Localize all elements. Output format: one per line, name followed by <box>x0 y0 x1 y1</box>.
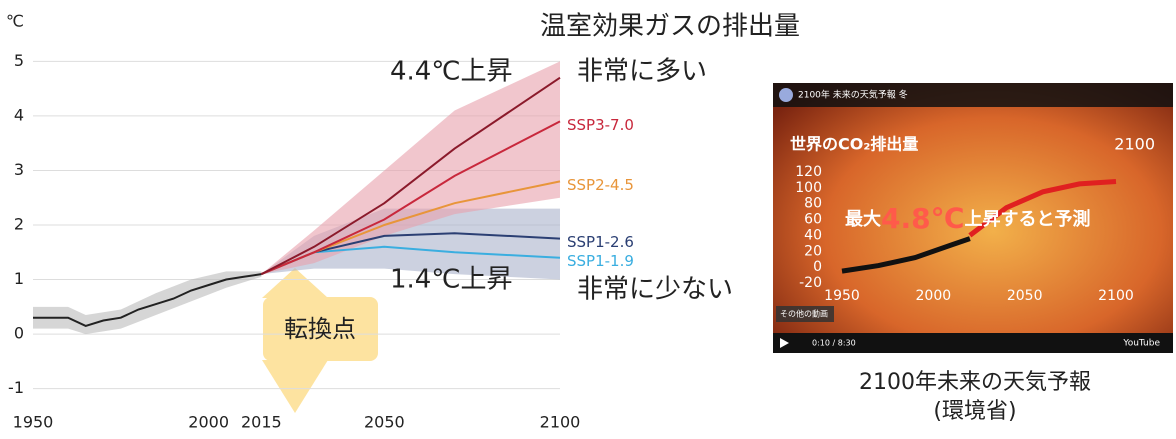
charts: -1 0 1 2 3 4 5 1950 2000 2015 2050 2100 SSP1-1.9SSP1… <box>6 12 1160 432</box>
channel-icon <box>779 88 793 102</box>
x-tick-label: 2100 <box>1098 288 1134 304</box>
annotation: 非常に多い <box>577 57 707 87</box>
x-tick-label: 1950 <box>824 288 860 304</box>
annotation-part: 4.8℃ <box>881 202 965 235</box>
series-line <box>968 179 1117 238</box>
video-controls <box>773 333 1173 353</box>
series-line <box>260 76 561 275</box>
annotation-part: 最大 <box>845 208 881 230</box>
uncertainty-band <box>261 61 560 275</box>
x-tick-label: 2050 <box>1007 288 1043 304</box>
x-tick-label: 2000 <box>188 413 229 432</box>
video-time: 0:10 / 8:30 <box>812 339 856 348</box>
x-tick-label: 2050 <box>364 413 405 432</box>
video-title: 2100年 未来の天気予報 冬 <box>798 89 908 101</box>
y-tick-label: 20 <box>804 243 822 259</box>
y-unit: ℃ <box>6 12 24 31</box>
series-line <box>841 236 971 274</box>
uncertainty-band <box>261 208 560 280</box>
y-tick-label: -1 <box>8 378 24 397</box>
arrow-down <box>262 360 328 413</box>
series-line <box>261 120 561 276</box>
y-tick-label: 3 <box>14 160 24 179</box>
y-tick-label: 2 <box>14 215 24 234</box>
series-label: SSP3-7.0 <box>567 116 634 134</box>
annotation: 非常に少ない <box>577 275 733 305</box>
series-label: SSP1-2.6 <box>567 233 634 251</box>
video-frame <box>773 83 1173 353</box>
x-tick-label: 1950 <box>13 413 54 432</box>
arrow-up <box>262 268 328 298</box>
video-year: 2100 <box>1114 135 1155 154</box>
annotation: 温室効果ガスの排出量 <box>540 12 800 42</box>
annotation-part: 上昇すると予測 <box>965 208 1091 230</box>
y-tick-label: 120 <box>795 164 822 180</box>
video-chart-title: 世界のCO₂排出量 <box>790 135 918 154</box>
x-tick-label: 2000 <box>916 288 952 304</box>
y-tick-label: 40 <box>804 227 822 243</box>
caption: 2100年未来の天気予報 <box>859 370 1091 395</box>
y-tick-label: 80 <box>804 196 822 212</box>
annotation: 1.4℃上昇 <box>390 265 513 295</box>
play-button[interactable] <box>780 338 789 348</box>
uncertainty-band <box>33 271 262 335</box>
y-tick-label: -20 <box>799 275 822 291</box>
more-videos-button[interactable] <box>776 306 834 322</box>
turning-box <box>263 297 378 361</box>
y-tick-label: 60 <box>804 212 822 228</box>
x-tick-label: 2100 <box>540 413 581 432</box>
video-annotation: 最大4.8℃上昇すると予測 <box>845 202 1091 235</box>
video-button-label[interactable]: その他の動画 <box>780 309 828 319</box>
y-tick-label: 100 <box>795 180 822 196</box>
annotation: 転換点 <box>284 315 356 343</box>
video-logo: YouTube <box>1122 339 1160 349</box>
series-line <box>33 273 262 327</box>
y-tick-label: 0 <box>14 324 24 343</box>
series-label: SSP2-4.5 <box>567 176 634 194</box>
y-tick-label: 1 <box>14 269 24 288</box>
caption: (環境省) <box>933 399 1016 424</box>
series-label: SSP1-1.9 <box>567 252 634 270</box>
y-tick-label: 0 <box>813 259 822 275</box>
y-tick-label: 5 <box>14 51 24 70</box>
x-tick-label: 2015 <box>241 413 282 432</box>
video-top-bar <box>773 83 1173 107</box>
annotation: 4.4℃上昇 <box>390 57 513 87</box>
y-tick-label: 4 <box>14 105 24 124</box>
